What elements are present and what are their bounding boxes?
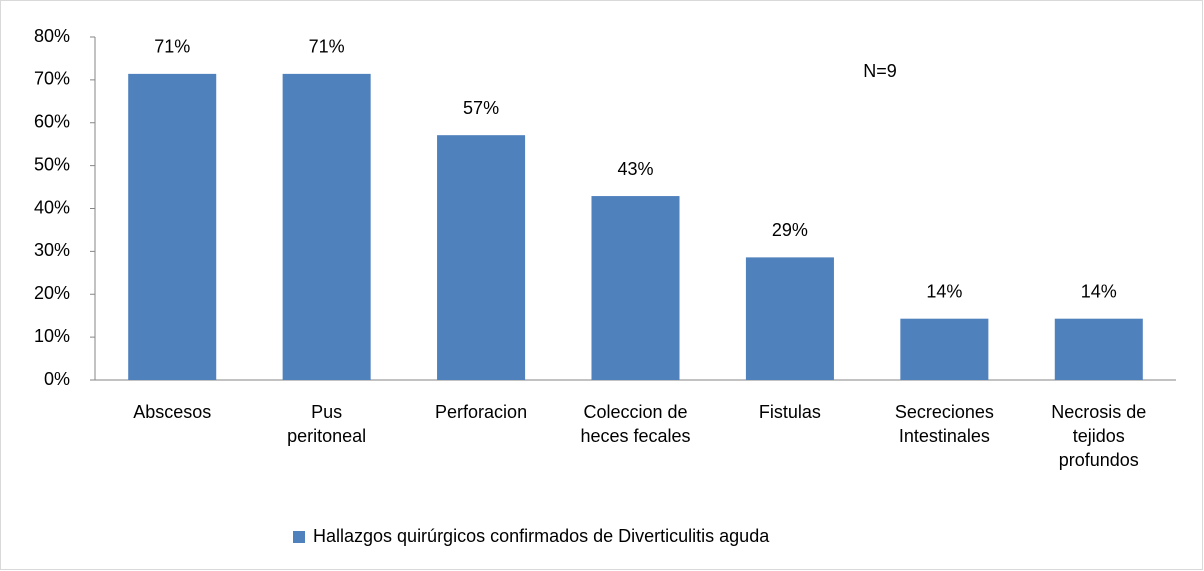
x-tick-label: Perforacion (435, 402, 527, 422)
x-tick-label: Coleccion de heces fecales (580, 402, 690, 446)
data-label: 71% (154, 37, 190, 57)
y-tick-label: 70% (34, 69, 70, 89)
y-tick-label: 60% (34, 112, 70, 132)
y-tick-label: 50% (34, 154, 70, 174)
data-label: 14% (1081, 281, 1117, 301)
annotation: N=9 (863, 61, 897, 81)
bar (591, 196, 680, 380)
bar (282, 73, 371, 380)
bar (745, 257, 834, 380)
data-label: 14% (926, 281, 962, 301)
data-label: 43% (617, 159, 653, 179)
data-label: 57% (463, 98, 499, 118)
y-tick-label: 0% (44, 369, 70, 389)
y-tick-label: 10% (34, 326, 70, 346)
data-label: 29% (772, 220, 808, 240)
bar (437, 135, 526, 380)
bar (900, 318, 989, 380)
x-tick-label: Abscesos (133, 402, 211, 422)
y-tick-label: 30% (34, 240, 70, 260)
x-tick-label: Pus peritoneal (287, 402, 366, 446)
x-tick-label: Secreciones Intestinales (895, 402, 994, 446)
data-label: 71% (309, 37, 345, 57)
y-tick-label: 80% (34, 26, 70, 46)
x-tick-label: Fistulas (759, 402, 821, 422)
legend-label: Hallazgos quirúrgicos confirmados de Div… (313, 526, 770, 546)
y-tick-label: 40% (34, 197, 70, 217)
bar (1054, 318, 1143, 380)
bar (128, 73, 217, 380)
y-tick-label: 20% (34, 283, 70, 303)
x-tick-label: Necrosis de tejidos profundos (1051, 402, 1146, 470)
legend-swatch (293, 531, 305, 543)
